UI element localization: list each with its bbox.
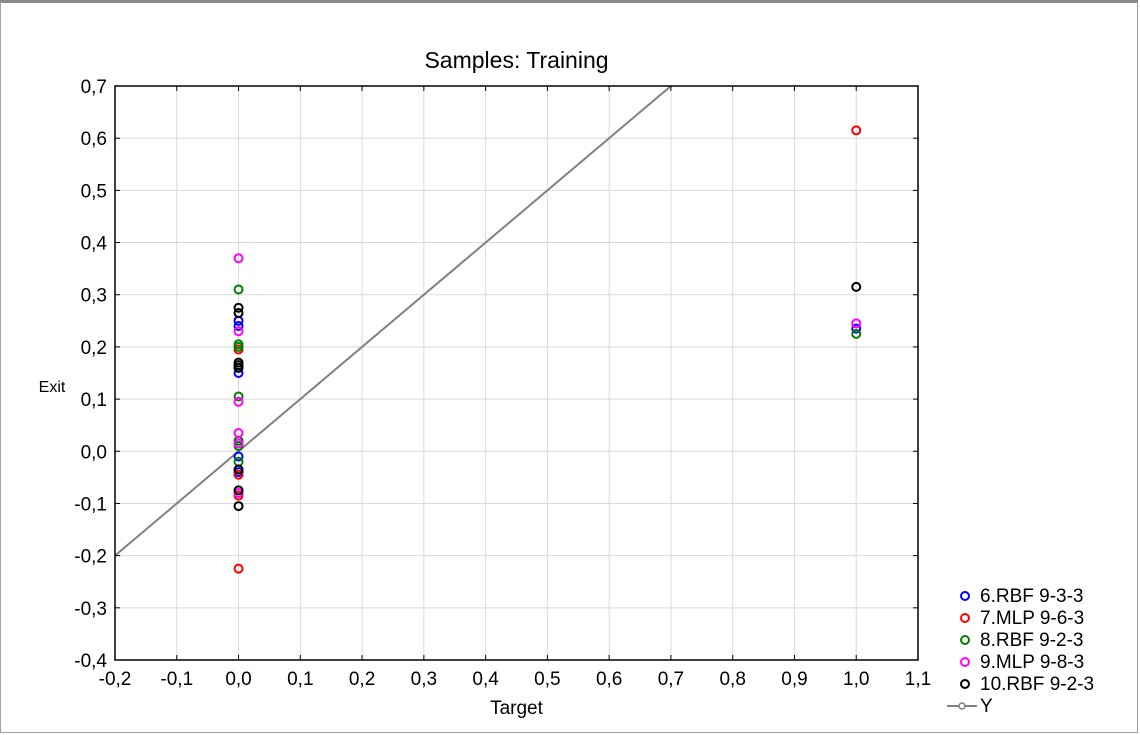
legend-marker	[960, 635, 970, 645]
reference-line-y	[114, 85, 672, 557]
data-point-5	[233, 464, 244, 475]
data-point-3	[233, 284, 244, 295]
data-points	[233, 125, 862, 574]
x-tick-label: 0,5	[534, 669, 560, 690]
legend-label: 10.RBF 9-2-3	[980, 674, 1094, 695]
data-point-3	[233, 341, 244, 352]
legend-label: 6.RBF 9-3-3	[980, 586, 1083, 607]
x-tick-label: 0,7	[658, 669, 684, 690]
y-tick-label: 0,4	[81, 234, 108, 255]
legend-marker	[960, 591, 970, 601]
x-tick-label: 0,2	[349, 669, 375, 690]
legend-label: 7.MLP 9-6-3	[980, 608, 1084, 629]
data-point-5	[851, 281, 862, 292]
data-point-5	[233, 485, 244, 496]
y-tick-label: 0,0	[81, 442, 107, 463]
x-tick-label: 1,1	[905, 669, 931, 690]
data-point-1	[851, 323, 862, 334]
x-tick-label: -0,1	[160, 669, 193, 690]
data-point-3	[851, 328, 862, 339]
y-axis-tick-labels: -0,4 -0,3 -0,2 -0,1 0,0 0,1 0,2 0,3 0,4 0,5 0,6 0,7	[74, 77, 107, 672]
legend-marker	[960, 679, 970, 689]
y-tick-label: -0,4	[74, 651, 107, 672]
x-axis-tick-labels: -0,2 -0,1 0,0 0,1 0,2 0,3 0,4 0,5 0,6 0,7 0,8 0,9 1,…	[99, 669, 932, 690]
y-tick-label: 0,6	[81, 129, 107, 150]
chart-title: Samples: Training	[424, 47, 608, 73]
data-point-4	[233, 438, 244, 449]
x-tick-label: 0,1	[287, 669, 313, 690]
data-point-3	[233, 391, 244, 402]
data-point-4	[233, 253, 244, 264]
legend-marker-y	[958, 702, 966, 710]
legend-label: 9.MLP 9-8-3	[980, 652, 1084, 673]
y-tick-label: 0,7	[81, 77, 107, 98]
data-point-2	[233, 469, 244, 480]
legend-label: Y	[980, 696, 993, 717]
x-tick-label: 0,4	[472, 669, 499, 690]
data-point-4	[233, 326, 244, 337]
y-tick-label: 0,1	[81, 390, 107, 411]
x-tick-label: -0,2	[99, 669, 132, 690]
y-tick-label: -0,3	[74, 599, 107, 620]
x-tick-label: 0,6	[596, 669, 622, 690]
x-axis-label: Target	[490, 698, 544, 719]
x-tick-label: 0,9	[781, 669, 807, 690]
data-point-5	[233, 307, 244, 318]
plot-area	[114, 85, 919, 661]
data-point-1	[233, 451, 244, 462]
y-axis-label: Exit	[39, 379, 66, 396]
y-tick-label: -0,1	[74, 494, 107, 515]
data-point-2	[233, 563, 244, 574]
data-point-4	[851, 318, 862, 329]
y-tick-label: 0,3	[81, 286, 107, 307]
data-point-1	[233, 321, 244, 332]
axis-ticks	[114, 85, 919, 661]
y-tick-label: 0,5	[81, 181, 107, 202]
data-point-5	[233, 501, 244, 512]
x-tick-label: 0,0	[225, 669, 251, 690]
legend: 6.RBF 9-3-37.MLP 9-6-38.RBF 9-2-39.MLP 9…	[947, 586, 1094, 717]
data-point-2	[851, 125, 862, 136]
legend-marker	[960, 613, 970, 623]
y-tick-label: -0,2	[74, 547, 107, 568]
grid-lines	[115, 86, 918, 660]
data-point-4	[233, 428, 244, 439]
data-point-5	[233, 302, 244, 313]
x-tick-label: 0,8	[719, 669, 745, 690]
legend-marker	[960, 657, 970, 667]
x-tick-label: 1,0	[843, 669, 869, 690]
data-point-4	[233, 396, 244, 407]
y-tick-label: 0,2	[81, 338, 107, 359]
data-point-5	[233, 362, 244, 373]
legend-label: 8.RBF 9-2-3	[980, 630, 1083, 651]
x-tick-label: 0,3	[411, 669, 437, 690]
